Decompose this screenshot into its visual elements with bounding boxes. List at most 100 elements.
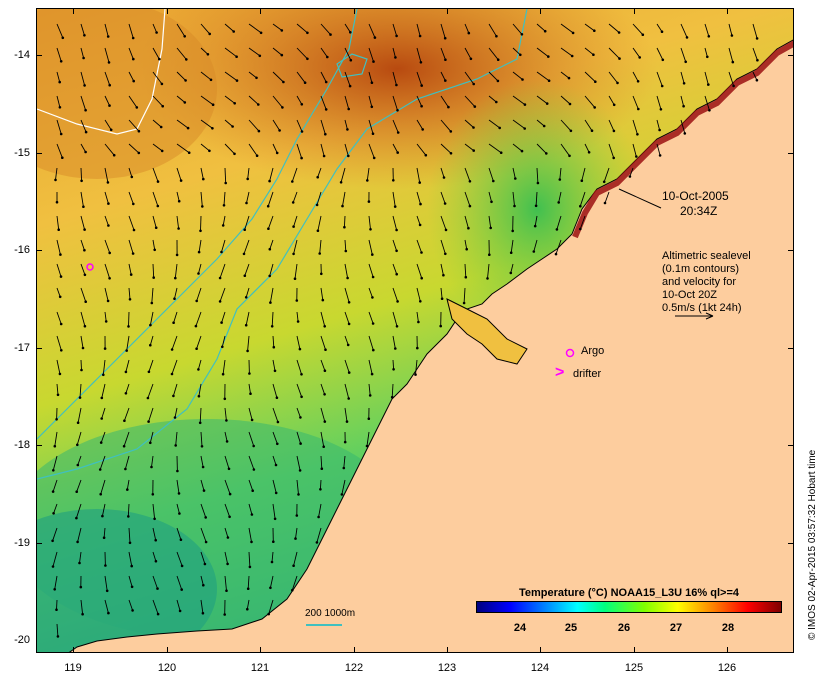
velocity-arrow (296, 335, 301, 350)
velocity-arrow-head (306, 57, 309, 61)
velocity-arrow-head (543, 29, 547, 33)
velocity-arrow-head (76, 443, 79, 447)
velocity-arrow-head (78, 396, 82, 399)
velocity-arrow-head (107, 611, 110, 615)
velocity-arrow (272, 455, 277, 466)
velocity-arrow (246, 191, 250, 204)
velocity-arrow-head (496, 58, 500, 61)
velocity-arrow-head (130, 585, 134, 589)
velocity-arrow-head (82, 205, 85, 208)
velocity-arrow-head (707, 35, 711, 38)
velocity-arrow-head (225, 440, 229, 443)
velocity-arrow-head (590, 129, 594, 132)
velocity-arrow (296, 23, 308, 34)
velocity-arrow (416, 167, 421, 183)
velocity-arrow-head (233, 152, 236, 156)
velocity-arrow-head (732, 84, 735, 88)
velocity-arrow (608, 47, 620, 59)
velocity-arrow-head (547, 55, 550, 58)
velocity-arrow-head (269, 586, 272, 590)
velocity-arrow-head (442, 273, 445, 277)
velocity-arrow (296, 359, 302, 375)
velocity-arrow-head (272, 345, 276, 349)
colorbar-tick: 27 (669, 622, 683, 634)
velocity-arrow (152, 143, 163, 152)
velocity-arrow (344, 407, 348, 422)
velocity-arrow (248, 527, 252, 542)
velocity-arrow-head (368, 394, 372, 397)
velocity-arrow-head (76, 421, 80, 425)
velocity-arrow-head (226, 562, 229, 566)
velocity-arrow-head (252, 468, 256, 471)
velocity-arrow-head (315, 203, 319, 207)
isobath-200m (37, 9, 358, 440)
velocity-arrow-head (567, 76, 571, 80)
velocity-arrow (248, 455, 255, 470)
velocity-arrow (464, 143, 474, 151)
velocity-arrow-head (156, 204, 160, 208)
lon-label: 124 (530, 662, 550, 674)
velocity-arrow (56, 23, 64, 38)
velocity-arrow-head (465, 247, 469, 251)
velocity-arrow-head (201, 611, 205, 615)
velocity-arrow (344, 239, 347, 252)
velocity-arrow (560, 95, 571, 105)
velocity-arrow-head (257, 129, 261, 133)
velocity-arrow (152, 239, 156, 250)
velocity-arrow (53, 503, 58, 514)
velocity-arrow-head (52, 512, 55, 515)
velocity-arrow (152, 119, 162, 128)
velocity-arrow (271, 311, 274, 327)
velocity-arrow-head (246, 177, 249, 181)
velocity-arrow (320, 287, 324, 301)
velocity-arrow (176, 479, 180, 494)
velocity-arrow (416, 215, 421, 226)
velocity-arrow-head (658, 128, 661, 132)
velocity-arrow-head (102, 373, 105, 377)
velocity-arrow-head (276, 442, 279, 446)
velocity-arrow-head (54, 178, 57, 182)
velocity-arrow-head (245, 201, 248, 205)
velocity-arrow-head (449, 152, 453, 155)
velocity-arrow-head (104, 320, 108, 323)
velocity-arrow-head (394, 56, 397, 59)
velocity-arrow (368, 359, 373, 375)
velocity-arrow-head (61, 156, 64, 159)
velocity-arrow-head (495, 34, 498, 38)
velocity-arrow (198, 383, 202, 397)
velocity-arrow (416, 23, 421, 37)
velocity-arrow-head (473, 105, 477, 108)
velocity-arrow-head (395, 325, 399, 328)
velocity-arrow-head (197, 394, 201, 398)
velocity-arrow-head (232, 30, 235, 33)
velocity-arrow (416, 239, 422, 253)
velocity-arrow-head (108, 251, 111, 255)
velocity-arrow-head (373, 36, 377, 39)
velocity-arrow-head (56, 635, 60, 638)
velocity-arrow (248, 551, 251, 567)
velocity-arrow-head (659, 108, 663, 111)
velocity-arrow (296, 143, 303, 159)
velocity-arrow-head (149, 323, 152, 327)
velocity-arrow (510, 263, 514, 274)
velocity-arrow-head (170, 348, 174, 351)
velocity-arrow-head (106, 299, 110, 303)
velocity-arrow-head (291, 180, 294, 183)
velocity-arrow-head (223, 613, 226, 616)
velocity-arrow (464, 263, 467, 278)
velocity-arrow-head (255, 76, 258, 80)
velocity-arrow (104, 47, 110, 63)
velocity-arrow-head (268, 247, 272, 251)
velocity-arrow (464, 215, 469, 229)
velocity-arrow (174, 287, 178, 299)
lon-label: 122 (344, 662, 364, 674)
velocity-arrow-head (755, 37, 759, 40)
velocity-arrow (224, 119, 233, 127)
velocity-arrow (392, 335, 396, 349)
velocity-arrow (366, 167, 370, 181)
velocity-arrow (224, 407, 227, 421)
velocity-arrow (584, 95, 596, 108)
velocity-arrow (80, 23, 85, 36)
velocity-arrow (176, 599, 181, 612)
velocity-arrow-head (147, 420, 150, 423)
